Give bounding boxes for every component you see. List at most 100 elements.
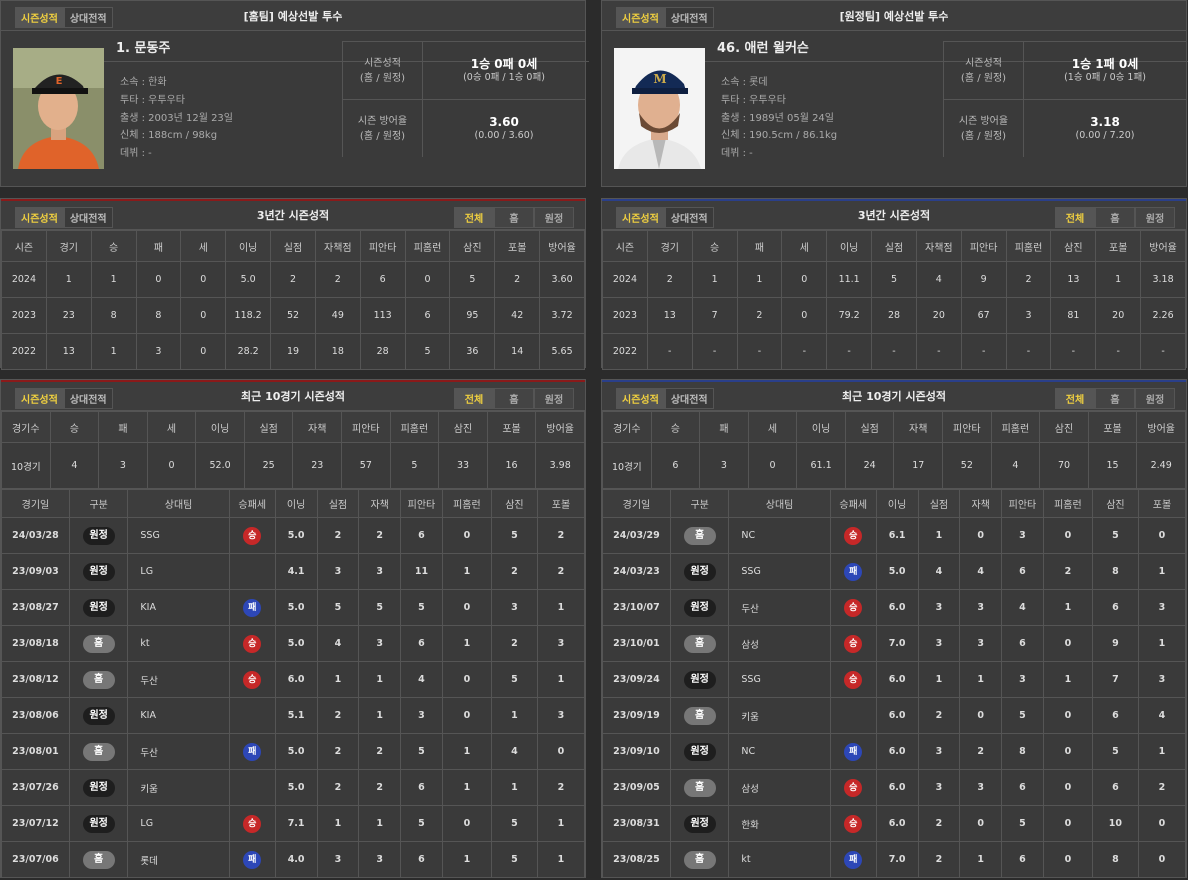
column-header[interactable]: 피홈런 bbox=[389, 411, 440, 443]
table-row[interactable]: 23/09/10 원정 NC 패 6.0 3 2 8 0 5 1 bbox=[602, 733, 1187, 770]
column-header[interactable]: 경기수 bbox=[602, 411, 652, 443]
column-header[interactable]: 상대팀 bbox=[728, 489, 831, 518]
column-header[interactable]: 포볼 bbox=[1087, 411, 1138, 443]
table-row[interactable]: 23/10/07 원정 두산 승 6.0 3 3 4 1 6 3 bbox=[602, 589, 1187, 626]
tab-versus[interactable]: 상대전적 bbox=[63, 207, 113, 228]
filter-home[interactable]: 홈 bbox=[494, 388, 534, 409]
column-header[interactable]: 이닝 bbox=[875, 489, 919, 518]
column-header[interactable]: 이닝 bbox=[225, 230, 272, 262]
filter-all[interactable]: 전체 bbox=[454, 207, 494, 228]
column-header[interactable]: 방어율 bbox=[535, 411, 585, 443]
column-header[interactable]: 승 bbox=[49, 411, 100, 443]
filter-all[interactable]: 전체 bbox=[454, 388, 494, 409]
column-header[interactable]: 세 bbox=[747, 411, 798, 443]
tab-versus[interactable]: 상대전적 bbox=[63, 7, 113, 28]
column-header[interactable]: 피홈런 bbox=[441, 489, 492, 518]
column-header[interactable]: 삼진 bbox=[1039, 411, 1089, 443]
column-header[interactable]: 피안타 bbox=[359, 230, 406, 262]
table-row[interactable]: 23/09/03 원정 LG 4.1 3 3 11 1 2 2 bbox=[1, 553, 586, 590]
column-header[interactable]: 피안타 bbox=[960, 230, 1007, 262]
column-header[interactable]: 자책 bbox=[959, 489, 1003, 518]
column-header[interactable]: 포볼 bbox=[486, 411, 537, 443]
table-row[interactable]: 23/10/01 홈 삼성 승 7.0 3 3 6 0 9 1 bbox=[602, 625, 1187, 662]
column-header[interactable]: 패 bbox=[736, 230, 783, 262]
column-header[interactable]: 경기수 bbox=[1, 411, 51, 443]
column-header[interactable]: 피안타 bbox=[1001, 489, 1044, 518]
column-header[interactable]: 자책점 bbox=[314, 230, 361, 262]
column-header[interactable]: 패 bbox=[98, 411, 148, 443]
column-header[interactable]: 피홈런 bbox=[1042, 489, 1093, 518]
column-header[interactable]: 삼진 bbox=[1091, 489, 1139, 518]
filter-home[interactable]: 홈 bbox=[1095, 207, 1135, 228]
column-header[interactable]: 시즌 bbox=[602, 230, 648, 262]
table-row[interactable]: 23/09/19 홈 키움 6.0 2 0 5 0 6 4 bbox=[602, 697, 1187, 734]
table-row[interactable]: 23/08/06 원정 KIA 5.1 2 1 3 0 1 3 bbox=[1, 697, 586, 734]
column-header[interactable]: 자책 bbox=[358, 489, 402, 518]
column-header[interactable]: 상대팀 bbox=[127, 489, 230, 518]
table-row[interactable]: 24/03/28 원정 SSG 승 5.0 2 2 6 0 5 2 bbox=[1, 517, 586, 554]
column-header[interactable]: 포볼 bbox=[494, 230, 541, 262]
column-header[interactable]: 삼진 bbox=[438, 411, 488, 443]
column-header[interactable]: 세 bbox=[146, 411, 197, 443]
table-row[interactable]: 23/08/12 홈 두산 승 6.0 1 1 4 0 5 1 bbox=[1, 661, 586, 698]
table-row[interactable]: 24/03/23 원정 SSG 패 5.0 4 4 6 2 8 1 bbox=[602, 553, 1187, 590]
column-header[interactable]: 피안타 bbox=[400, 489, 443, 518]
column-header[interactable]: 피홈런 bbox=[990, 411, 1041, 443]
table-row[interactable]: 23/07/06 홈 롯데 패 4.0 3 3 6 1 5 1 bbox=[1, 841, 586, 878]
column-header[interactable]: 피안타 bbox=[942, 411, 992, 443]
column-header[interactable]: 피안타 bbox=[341, 411, 391, 443]
column-header[interactable]: 피홈런 bbox=[404, 230, 451, 262]
column-header[interactable]: 실점 bbox=[243, 411, 294, 443]
filter-home[interactable]: 홈 bbox=[494, 207, 534, 228]
column-header[interactable]: 구분 bbox=[669, 489, 730, 518]
filter-home[interactable]: 홈 bbox=[1095, 388, 1135, 409]
table-row[interactable]: 24/03/29 홈 NC 승 6.1 1 0 3 0 5 0 bbox=[602, 517, 1187, 554]
filter-away[interactable]: 원정 bbox=[534, 207, 574, 228]
column-header[interactable]: 방어율 bbox=[1136, 411, 1186, 443]
column-header[interactable]: 경기 bbox=[646, 230, 693, 262]
column-header[interactable]: 실점 bbox=[316, 489, 360, 518]
table-row[interactable]: 23/07/12 원정 LG 승 7.1 1 1 5 0 5 1 bbox=[1, 805, 586, 842]
table-row[interactable]: 23/07/26 원정 키움 5.0 2 2 6 1 1 2 bbox=[1, 769, 586, 806]
column-header[interactable]: 포볼 bbox=[1137, 489, 1187, 518]
filter-away[interactable]: 원정 bbox=[534, 388, 574, 409]
table-row[interactable]: 23/08/31 원정 한화 승 6.0 2 0 5 0 10 0 bbox=[602, 805, 1187, 842]
filter-away[interactable]: 원정 bbox=[1135, 388, 1175, 409]
table-row[interactable]: 23/09/24 원정 SSG 승 6.0 1 1 3 1 7 3 bbox=[602, 661, 1187, 698]
column-header[interactable]: 이닝 bbox=[195, 411, 245, 443]
filter-away[interactable]: 원정 bbox=[1135, 207, 1175, 228]
column-header[interactable]: 실점 bbox=[844, 411, 895, 443]
column-header[interactable]: 삼진 bbox=[449, 230, 496, 262]
column-header[interactable]: 세 bbox=[180, 230, 227, 262]
column-header[interactable]: 방어율 bbox=[1140, 230, 1186, 262]
table-row[interactable]: 23/08/27 원정 KIA 패 5.0 5 5 5 0 3 1 bbox=[1, 589, 586, 626]
table-row[interactable]: 23/09/05 홈 삼성 승 6.0 3 3 6 0 6 2 bbox=[602, 769, 1187, 806]
tab-versus[interactable]: 상대전적 bbox=[664, 7, 714, 28]
filter-all[interactable]: 전체 bbox=[1055, 207, 1095, 228]
column-header[interactable]: 승패세 bbox=[228, 489, 276, 518]
column-header[interactable]: 자책 bbox=[893, 411, 944, 443]
column-header[interactable]: 이닝 bbox=[274, 489, 318, 518]
column-header[interactable]: 승패세 bbox=[829, 489, 877, 518]
column-header[interactable]: 승 bbox=[650, 411, 701, 443]
column-header[interactable]: 삼진 bbox=[1050, 230, 1097, 262]
column-header[interactable]: 이닝 bbox=[796, 411, 846, 443]
column-header[interactable]: 삼진 bbox=[490, 489, 538, 518]
column-header[interactable]: 세 bbox=[781, 230, 828, 262]
column-header[interactable]: 피홈런 bbox=[1005, 230, 1052, 262]
column-header[interactable]: 구분 bbox=[68, 489, 129, 518]
column-header[interactable]: 자책점 bbox=[915, 230, 962, 262]
tab-season[interactable]: 시즌성적 bbox=[15, 7, 64, 28]
column-header[interactable]: 경기 bbox=[45, 230, 92, 262]
column-header[interactable]: 이닝 bbox=[826, 230, 873, 262]
filter-all[interactable]: 전체 bbox=[1055, 388, 1095, 409]
tab-season[interactable]: 시즌성적 bbox=[616, 207, 665, 228]
column-header[interactable]: 포볼 bbox=[1095, 230, 1142, 262]
column-header[interactable]: 승 bbox=[90, 230, 137, 262]
tab-versus[interactable]: 상대전적 bbox=[63, 388, 113, 409]
tab-season[interactable]: 시즌성적 bbox=[15, 388, 64, 409]
tab-versus[interactable]: 상대전적 bbox=[664, 388, 714, 409]
column-header[interactable]: 시즌 bbox=[1, 230, 47, 262]
table-row[interactable]: 23/08/25 홈 kt 패 7.0 2 1 6 0 8 0 bbox=[602, 841, 1187, 878]
table-row[interactable]: 23/08/18 홈 kt 승 5.0 4 3 6 1 2 3 bbox=[1, 625, 586, 662]
